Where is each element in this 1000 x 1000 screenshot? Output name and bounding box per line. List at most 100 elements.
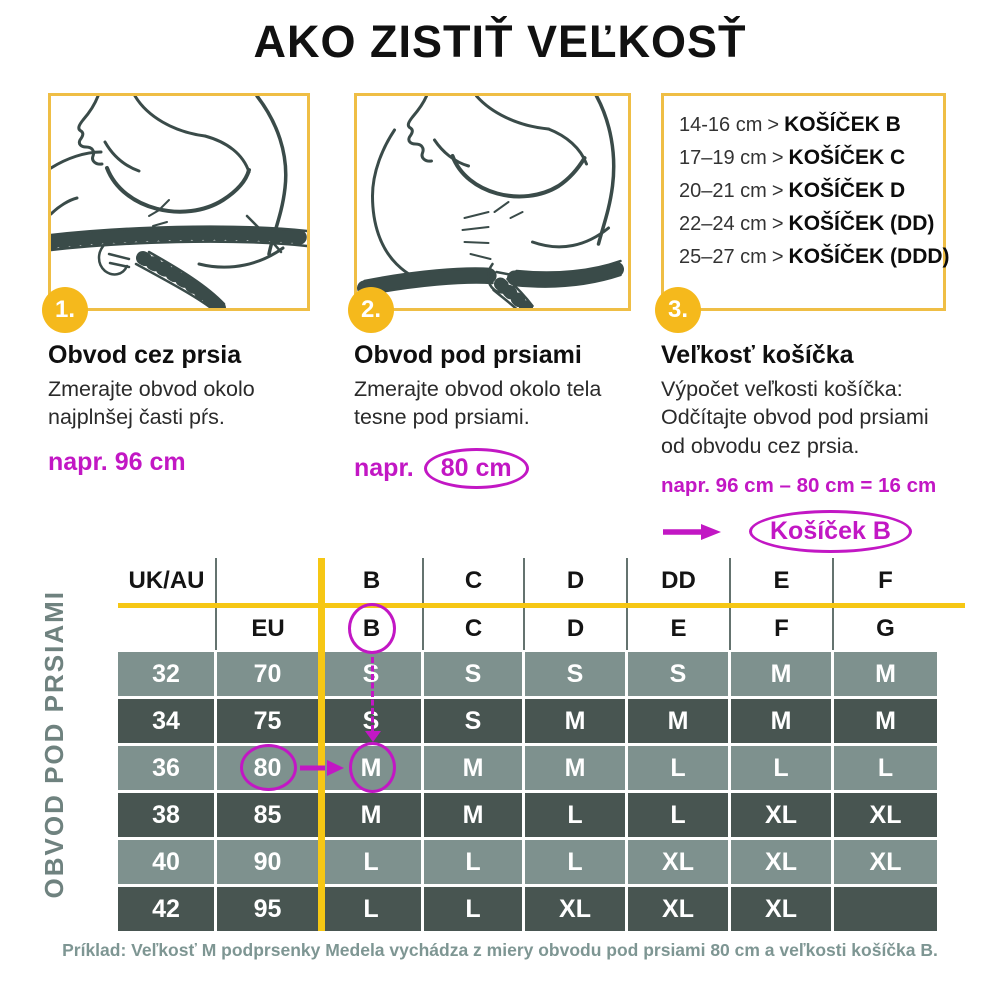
table-cell: XL — [628, 887, 731, 931]
table-header-eu: EU B C D E F G — [118, 608, 937, 650]
step-1-example: napr. 96 cm — [48, 448, 310, 477]
step-3-badge: 3. — [655, 287, 701, 333]
header-cell: C — [424, 558, 525, 603]
table-cell: XL — [834, 793, 937, 837]
table-side-label: OBVOD POD PRSIAMI — [38, 590, 69, 899]
header-cell: DD — [628, 558, 731, 603]
header-cell: D — [525, 558, 628, 603]
table-cell: 38 — [118, 793, 217, 837]
table-header-ukau: UK/AU B C D DD E F — [118, 558, 937, 603]
header-cell: D — [525, 608, 628, 650]
header-cell: G — [834, 608, 937, 650]
table-row: 40 90 L L L XL XL XL — [118, 840, 937, 884]
step-2-example: napr. 80 cm — [354, 447, 631, 489]
table-cell: S — [628, 652, 731, 696]
table-cell: S — [525, 652, 628, 696]
table-cell: M — [525, 699, 628, 743]
measuring-under-bust-illustration — [357, 96, 628, 308]
table-cell: M — [731, 652, 834, 696]
table-cell: S — [424, 652, 525, 696]
header-cell: F — [731, 608, 834, 650]
table-cell: L — [321, 887, 424, 931]
table-cell: M — [834, 699, 937, 743]
table-row: 32 70 S S S S M M — [118, 652, 937, 696]
dashed-trace-line — [371, 657, 374, 731]
step-1-badge: 1. — [42, 287, 88, 333]
table-cell: XL — [834, 840, 937, 884]
yellow-vertical-divider — [318, 558, 325, 931]
cup-rule-cup: KOŠÍČEK B — [784, 113, 901, 136]
table-cell: 42 — [118, 887, 217, 931]
highlight-ellipse-result: Košíček B — [749, 510, 912, 554]
step-1-illustration-frame: 1. — [42, 93, 310, 333]
step-2-heading: Obvod pod prsiami — [354, 341, 582, 369]
table-cell: M — [424, 746, 525, 790]
table-cell: S — [424, 699, 525, 743]
greater-than-symbol: > — [771, 246, 784, 268]
header-cell: E — [731, 558, 834, 603]
table-cell: 70 — [217, 652, 321, 696]
greater-than-symbol: > — [771, 180, 784, 202]
table-cell: L — [628, 746, 731, 790]
cup-rule-range: 20–21 cm — [679, 180, 767, 202]
cup-rule-range: 22–24 cm — [679, 213, 767, 235]
table-cell: M — [834, 652, 937, 696]
cup-rule: 22–24 cm > KOŠÍČEK (DD) — [679, 212, 943, 236]
table-cell: XL — [731, 887, 834, 931]
table-cell: L — [525, 793, 628, 837]
header-cell: UK/AU — [118, 558, 217, 603]
cup-rule-range: 14-16 cm — [679, 114, 763, 136]
yellow-horizontal-divider — [118, 603, 965, 608]
cup-rule: 17–19 cm > KOŠÍČEK C — [679, 146, 943, 170]
greater-than-symbol: > — [771, 213, 784, 235]
step-2: 2. Obvod pod prsiami Zmerajte obvod okol… — [348, 93, 631, 489]
cup-rule-cup: KOŠÍČEK C — [788, 146, 906, 169]
table-cell: L — [834, 746, 937, 790]
table-cell: 95 — [217, 887, 321, 931]
cup-size-rules-frame: 14-16 cm > KOŠÍČEK B 17–19 cm > KOŠÍČEK C 20… — [655, 93, 950, 333]
table-cell: L — [731, 746, 834, 790]
table-cell: XL — [525, 887, 628, 931]
step-2-example-prefix: napr. — [354, 453, 414, 482]
arrow-right-icon — [300, 760, 344, 776]
cup-size-rules-list: 14-16 cm > KOŠÍČEK B 17–19 cm > KOŠÍČEK C 20… — [664, 96, 950, 269]
highlight-ellipse-header-b — [348, 603, 396, 654]
step-2-illustration-frame: 2. — [348, 93, 631, 333]
table-cell: L — [321, 840, 424, 884]
table-row: 42 95 L L XL XL XL — [118, 887, 937, 931]
cup-rule-cup: KOŠÍČEK (DD) — [788, 212, 935, 235]
size-table: UK/AU B C D DD E F EU B C D E F G 32 70 … — [118, 558, 937, 931]
table-cell: 34 — [118, 699, 217, 743]
step-1-heading: Obvod cez prsia — [48, 341, 242, 369]
arrow-down-icon — [365, 731, 381, 742]
table-cell — [834, 887, 937, 931]
step-3: 14-16 cm > KOŠÍČEK B 17–19 cm > KOŠÍČEK C 20… — [655, 93, 950, 554]
table-cell: XL — [731, 840, 834, 884]
arrow-right-icon — [663, 523, 721, 540]
table-cell: 75 — [217, 699, 321, 743]
step-2-badge: 2. — [348, 287, 394, 333]
table-cell: L — [628, 793, 731, 837]
header-cell: B — [321, 558, 424, 603]
table-cell: 40 — [118, 840, 217, 884]
table-cell: L — [424, 840, 525, 884]
cup-calculation-example: napr. 96 cm – 80 cm = 16 cm — [661, 474, 937, 498]
header-cell: C — [424, 608, 525, 650]
header-cell — [118, 608, 217, 650]
cup-rule-cup: KOŠÍČEK D — [788, 179, 906, 202]
greater-than-symbol: > — [771, 147, 784, 169]
cup-rule: 14-16 cm > KOŠÍČEK B — [679, 113, 943, 137]
step-1-body: Zmerajte obvod okolo najplnšej časti pŕs… — [48, 377, 255, 430]
example-caption: Príklad: Veľkosť M podprsenky Medela vyc… — [62, 940, 938, 960]
step-1: 1. Obvod cez prsia Zmerajte obvod okolo … — [42, 93, 310, 477]
cup-rule: 25–27 cm > KOŠÍČEK (DDD) — [679, 245, 950, 269]
cup-result-row: Košíček B — [661, 510, 946, 554]
table-cell: L — [525, 840, 628, 884]
header-cell: F — [834, 558, 937, 603]
step-1-example-prefix: napr. — [48, 447, 108, 476]
cup-rule-range: 25–27 cm — [679, 246, 767, 268]
table-cell: M — [321, 793, 424, 837]
table-cell: M — [525, 746, 628, 790]
greater-than-symbol: > — [767, 114, 780, 136]
step-3-heading: Veľkosť košíčka — [661, 341, 854, 369]
